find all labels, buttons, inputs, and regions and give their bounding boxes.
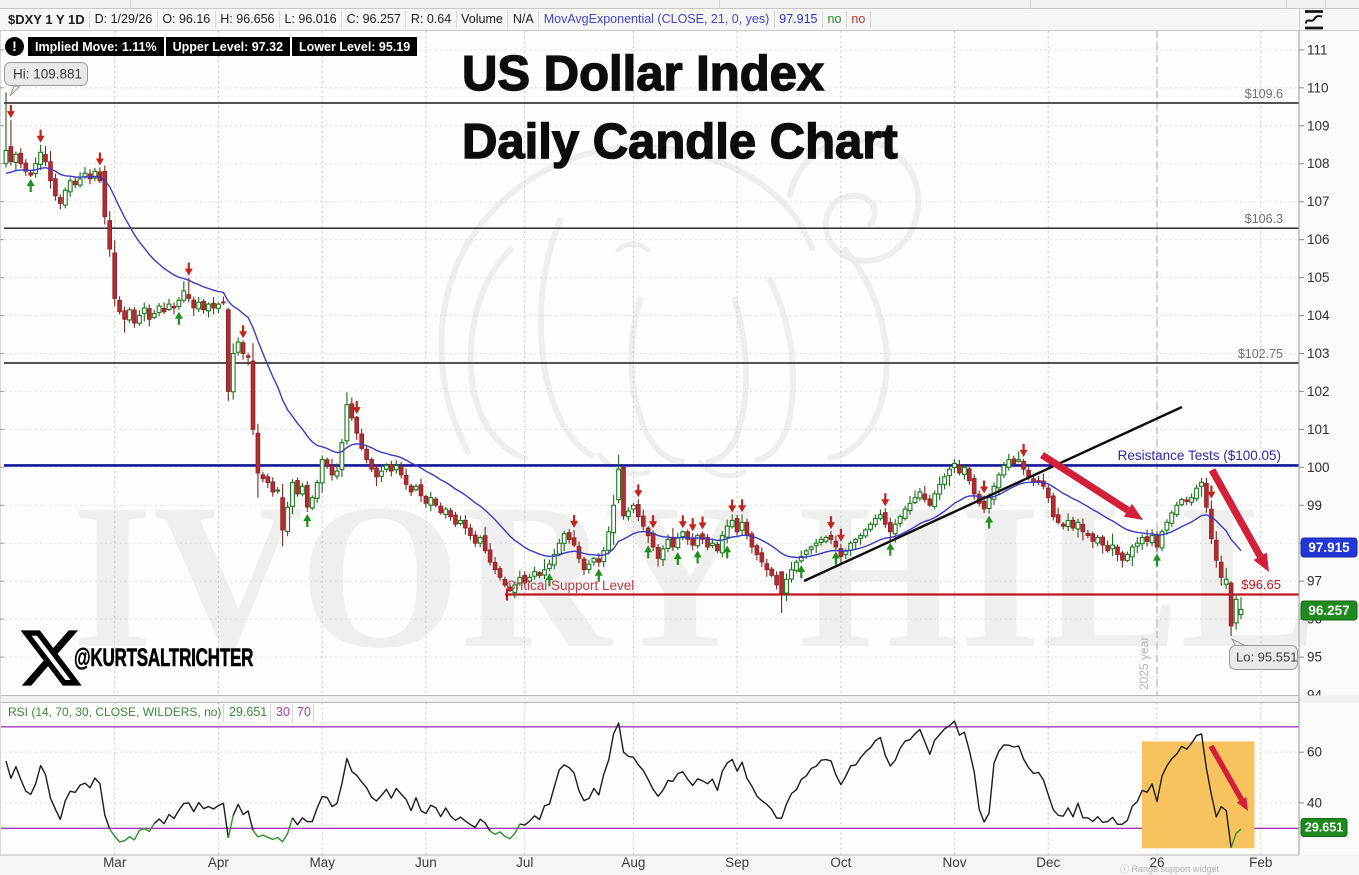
svg-text:97.915: 97.915 xyxy=(1308,540,1350,555)
svg-text:IVORY HILL: IVORY HILL xyxy=(72,461,1318,691)
svg-text:Oct: Oct xyxy=(830,855,851,870)
svg-text:97: 97 xyxy=(1307,574,1322,589)
svg-text:60: 60 xyxy=(1307,745,1322,760)
svg-text:107: 107 xyxy=(1307,194,1330,209)
svg-text:Apr: Apr xyxy=(208,855,230,870)
svg-text:30: 30 xyxy=(276,705,290,719)
svg-text:102: 102 xyxy=(1307,384,1330,399)
svg-text:Sep: Sep xyxy=(725,855,749,870)
svg-text:Jul: Jul xyxy=(516,855,533,870)
svg-text:2025 year: 2025 year xyxy=(1137,637,1151,690)
svg-text:70: 70 xyxy=(297,705,311,719)
svg-text:26: 26 xyxy=(1149,855,1164,870)
svg-text:Lo: 95.551: Lo: 95.551 xyxy=(1236,650,1297,665)
svg-text:105: 105 xyxy=(1307,270,1330,285)
svg-text:111: 111 xyxy=(1307,42,1328,57)
svg-text:Feb: Feb xyxy=(1249,855,1272,870)
svg-text:100: 100 xyxy=(1307,460,1330,475)
svg-text:Dec: Dec xyxy=(1036,855,1060,870)
svg-text:40: 40 xyxy=(1307,795,1322,810)
svg-text:99: 99 xyxy=(1307,498,1322,513)
svg-text:May: May xyxy=(309,855,335,870)
svg-text:$109.6: $109.6 xyxy=(1245,87,1283,101)
svg-text:101: 101 xyxy=(1307,422,1330,437)
svg-text:Resistance Tests ($100.05): Resistance Tests ($100.05) xyxy=(1118,448,1281,463)
svg-text:RSI (14, 70, 30, CLOSE, WILDER: RSI (14, 70, 30, CLOSE, WILDERS, no) xyxy=(8,705,221,719)
svg-text:109: 109 xyxy=(1307,118,1330,133)
svg-text:Critical Support Level: Critical Support Level xyxy=(506,578,634,593)
svg-text:Jun: Jun xyxy=(415,855,437,870)
svg-text:ⓘ Range support widget: ⓘ Range support widget xyxy=(1120,864,1220,874)
svg-text:29.651: 29.651 xyxy=(229,705,267,719)
svg-text:Aug: Aug xyxy=(621,855,645,870)
svg-text:Hi: 109.881: Hi: 109.881 xyxy=(13,67,82,82)
svg-text:$96.65: $96.65 xyxy=(1241,577,1281,592)
svg-text:96.257: 96.257 xyxy=(1308,603,1349,618)
svg-text:29.651: 29.651 xyxy=(1305,821,1343,835)
svg-text:Nov: Nov xyxy=(942,855,966,870)
svg-text:110: 110 xyxy=(1307,80,1329,95)
svg-text:Mar: Mar xyxy=(103,855,127,870)
svg-text:106: 106 xyxy=(1307,232,1330,247)
svg-text:104: 104 xyxy=(1307,308,1330,323)
svg-text:95: 95 xyxy=(1307,650,1322,665)
svg-text:$102.75: $102.75 xyxy=(1238,347,1283,361)
svg-text:$106.3: $106.3 xyxy=(1245,212,1283,226)
svg-text:103: 103 xyxy=(1307,346,1330,361)
svg-text:108: 108 xyxy=(1307,156,1330,171)
